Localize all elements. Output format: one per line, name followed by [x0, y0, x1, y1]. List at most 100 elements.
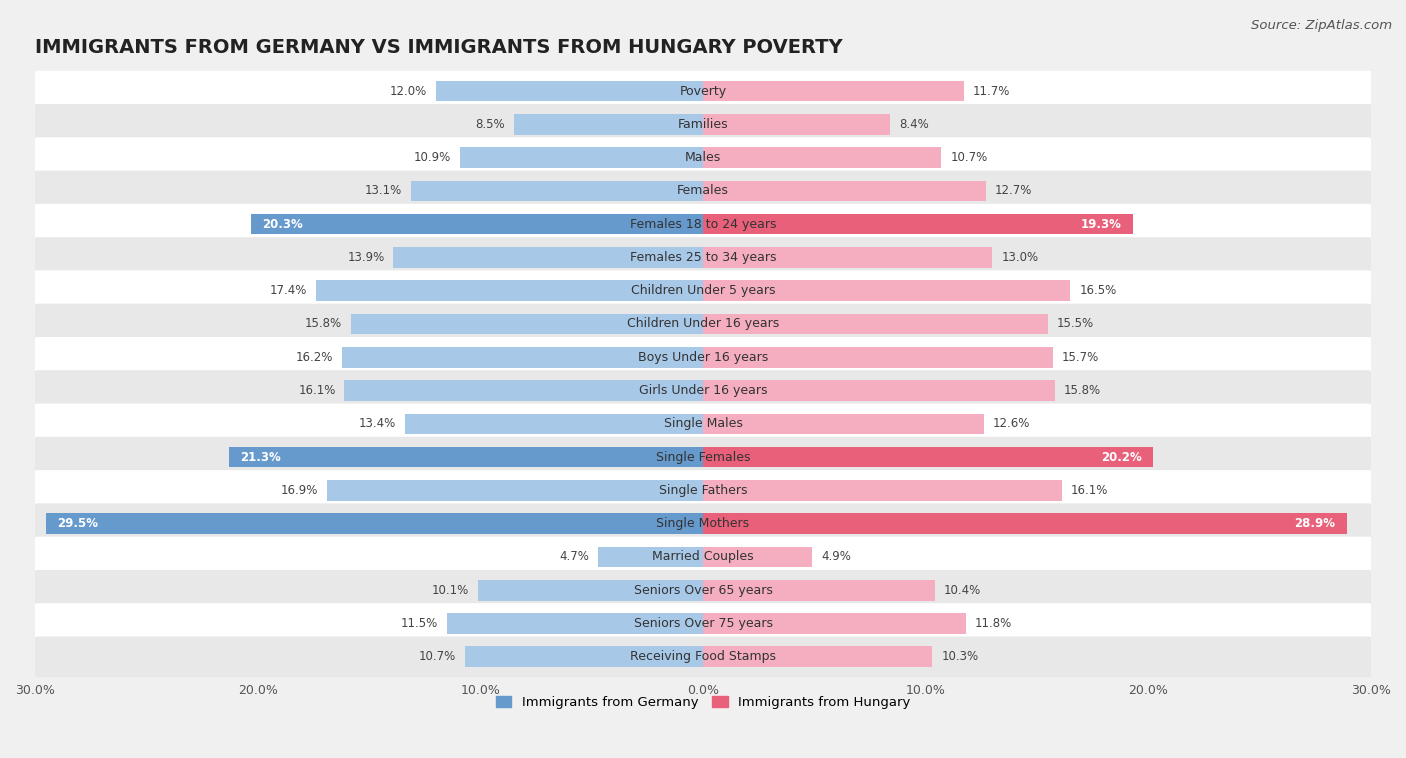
FancyBboxPatch shape	[34, 403, 1372, 444]
Bar	[447, 613, 703, 634]
Text: 8.4%: 8.4%	[898, 117, 929, 131]
Text: 16.5%: 16.5%	[1080, 284, 1116, 297]
Text: 13.4%: 13.4%	[359, 418, 395, 431]
FancyBboxPatch shape	[34, 503, 1372, 544]
Text: 15.8%: 15.8%	[1064, 384, 1101, 397]
Bar	[703, 347, 1053, 368]
Bar	[703, 613, 966, 634]
Bar	[342, 347, 703, 368]
Bar	[703, 647, 932, 667]
FancyBboxPatch shape	[34, 137, 1372, 178]
Bar	[436, 80, 703, 102]
Bar	[460, 147, 703, 168]
Text: 13.9%: 13.9%	[347, 251, 385, 264]
Text: 10.7%: 10.7%	[419, 650, 456, 663]
Text: Girls Under 16 years: Girls Under 16 years	[638, 384, 768, 397]
Text: 20.3%: 20.3%	[262, 218, 302, 230]
Bar	[703, 147, 941, 168]
Text: 10.3%: 10.3%	[941, 650, 979, 663]
Bar	[703, 446, 1153, 468]
Text: 10.7%: 10.7%	[950, 151, 987, 164]
Bar	[229, 446, 703, 468]
Bar	[703, 480, 1062, 501]
Text: Single Fathers: Single Fathers	[659, 484, 747, 497]
Bar	[326, 480, 703, 501]
Text: IMMIGRANTS FROM GERMANY VS IMMIGRANTS FROM HUNGARY POVERTY: IMMIGRANTS FROM GERMANY VS IMMIGRANTS FR…	[35, 38, 842, 57]
FancyBboxPatch shape	[34, 570, 1372, 610]
Text: 16.2%: 16.2%	[297, 351, 333, 364]
Text: 16.9%: 16.9%	[280, 484, 318, 497]
FancyBboxPatch shape	[34, 171, 1372, 211]
Bar	[46, 513, 703, 534]
Bar	[703, 314, 1047, 334]
Bar	[344, 381, 703, 401]
Text: Children Under 16 years: Children Under 16 years	[627, 318, 779, 330]
Text: 20.2%: 20.2%	[1101, 450, 1142, 464]
Text: Receiving Food Stamps: Receiving Food Stamps	[630, 650, 776, 663]
Text: 15.7%: 15.7%	[1062, 351, 1098, 364]
FancyBboxPatch shape	[34, 271, 1372, 311]
Text: 19.3%: 19.3%	[1081, 218, 1122, 230]
Text: 10.9%: 10.9%	[415, 151, 451, 164]
Text: 13.0%: 13.0%	[1001, 251, 1039, 264]
FancyBboxPatch shape	[34, 370, 1372, 411]
Text: Females 25 to 34 years: Females 25 to 34 years	[630, 251, 776, 264]
Text: 10.4%: 10.4%	[943, 584, 981, 597]
Bar	[703, 214, 1133, 234]
Text: 28.9%: 28.9%	[1295, 517, 1336, 530]
Bar	[703, 547, 813, 567]
FancyBboxPatch shape	[34, 437, 1372, 478]
Bar	[412, 180, 703, 201]
Bar	[703, 114, 890, 135]
FancyBboxPatch shape	[34, 637, 1372, 677]
Text: 12.6%: 12.6%	[993, 418, 1029, 431]
Text: 10.1%: 10.1%	[432, 584, 470, 597]
Text: 12.0%: 12.0%	[389, 85, 427, 98]
FancyBboxPatch shape	[34, 237, 1372, 277]
Text: Males: Males	[685, 151, 721, 164]
Bar	[703, 180, 986, 201]
Text: Poverty: Poverty	[679, 85, 727, 98]
Bar	[703, 80, 963, 102]
FancyBboxPatch shape	[34, 104, 1372, 145]
FancyBboxPatch shape	[34, 337, 1372, 377]
Bar	[703, 513, 1347, 534]
Bar	[405, 414, 703, 434]
Text: Boys Under 16 years: Boys Under 16 years	[638, 351, 768, 364]
Text: Single Females: Single Females	[655, 450, 751, 464]
Bar	[513, 114, 703, 135]
Bar	[394, 247, 703, 268]
Text: 15.8%: 15.8%	[305, 318, 342, 330]
Text: Females 18 to 24 years: Females 18 to 24 years	[630, 218, 776, 230]
Text: 21.3%: 21.3%	[240, 450, 281, 464]
Bar	[465, 647, 703, 667]
Text: 17.4%: 17.4%	[269, 284, 307, 297]
FancyBboxPatch shape	[34, 304, 1372, 344]
Text: Single Mothers: Single Mothers	[657, 517, 749, 530]
Text: Source: ZipAtlas.com: Source: ZipAtlas.com	[1251, 19, 1392, 32]
Bar	[703, 247, 993, 268]
Text: 12.7%: 12.7%	[994, 184, 1032, 197]
FancyBboxPatch shape	[34, 204, 1372, 245]
FancyBboxPatch shape	[34, 70, 1372, 111]
Bar	[478, 580, 703, 600]
Text: 4.7%: 4.7%	[560, 550, 589, 563]
FancyBboxPatch shape	[34, 537, 1372, 578]
Bar	[703, 580, 935, 600]
Text: Seniors Over 75 years: Seniors Over 75 years	[634, 617, 772, 630]
Bar	[250, 214, 703, 234]
Text: Single Males: Single Males	[664, 418, 742, 431]
Legend: Immigrants from Germany, Immigrants from Hungary: Immigrants from Germany, Immigrants from…	[491, 691, 915, 715]
Text: Families: Families	[678, 117, 728, 131]
FancyBboxPatch shape	[34, 470, 1372, 511]
Text: 4.9%: 4.9%	[821, 550, 851, 563]
FancyBboxPatch shape	[34, 603, 1372, 644]
Text: 15.5%: 15.5%	[1057, 318, 1094, 330]
Text: Children Under 5 years: Children Under 5 years	[631, 284, 775, 297]
Text: 13.1%: 13.1%	[366, 184, 402, 197]
Bar	[599, 547, 703, 567]
Bar	[703, 414, 984, 434]
Text: 11.8%: 11.8%	[974, 617, 1012, 630]
Text: 11.5%: 11.5%	[401, 617, 439, 630]
Bar	[703, 381, 1054, 401]
